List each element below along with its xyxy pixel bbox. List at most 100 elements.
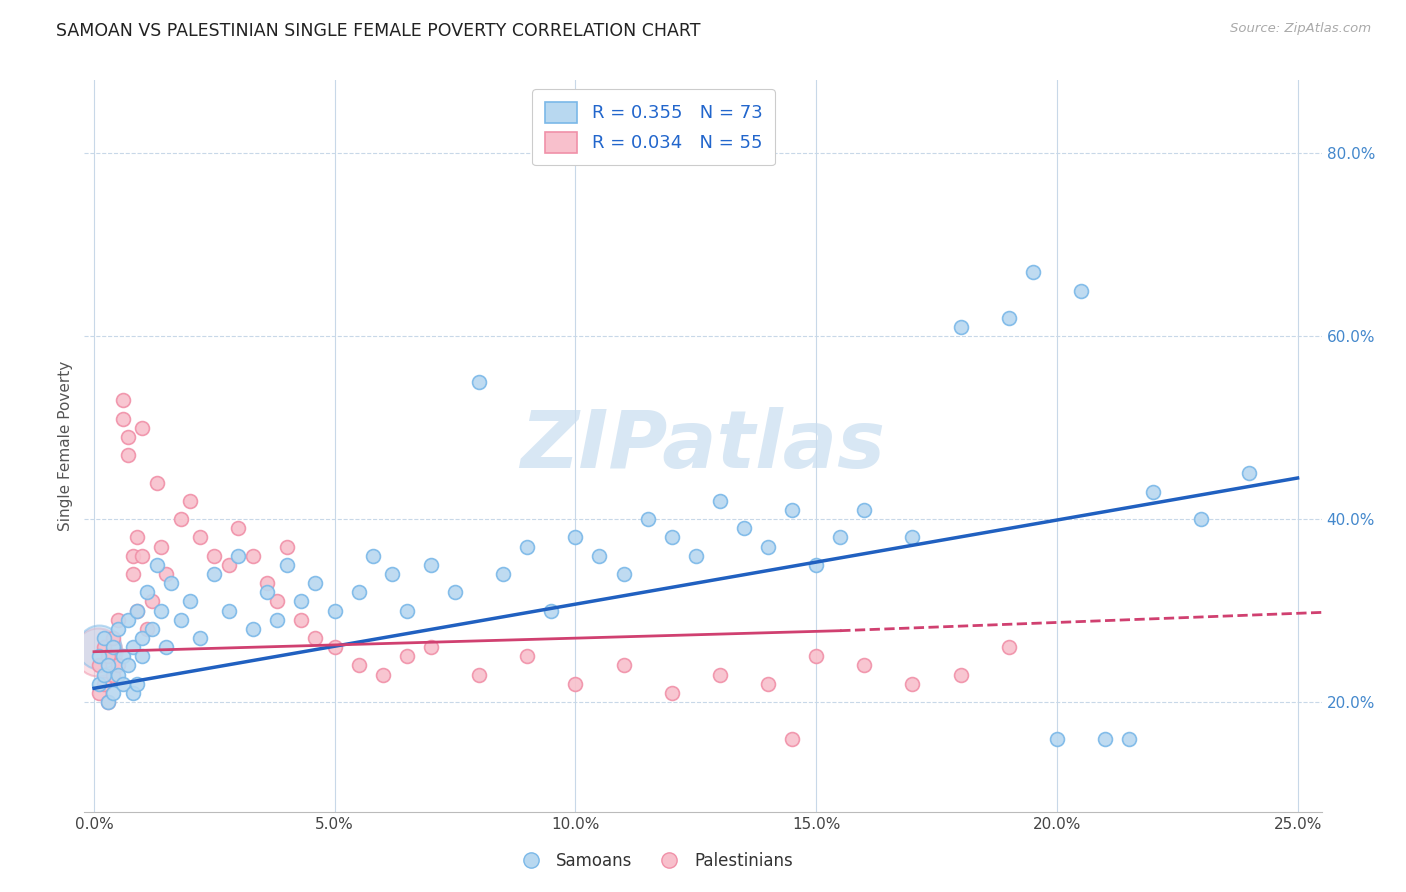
Point bbox=[107, 622, 129, 636]
Point bbox=[709, 667, 731, 681]
Point bbox=[107, 658, 129, 673]
Point bbox=[516, 540, 538, 554]
Point bbox=[492, 567, 515, 582]
Point bbox=[395, 603, 418, 617]
Point bbox=[169, 613, 191, 627]
Point bbox=[256, 576, 278, 591]
Point bbox=[188, 631, 211, 645]
Point bbox=[136, 622, 159, 636]
Point bbox=[87, 686, 110, 700]
Point bbox=[155, 640, 177, 655]
Point bbox=[103, 640, 125, 655]
Point bbox=[107, 667, 129, 681]
Point bbox=[304, 576, 326, 591]
Point bbox=[1094, 731, 1116, 746]
Point bbox=[853, 503, 876, 517]
Point bbox=[111, 393, 134, 408]
Point bbox=[136, 585, 159, 599]
Point bbox=[117, 613, 139, 627]
Point bbox=[131, 421, 153, 435]
Point bbox=[87, 676, 110, 690]
Point bbox=[121, 640, 143, 655]
Point bbox=[780, 503, 803, 517]
Point bbox=[588, 549, 610, 563]
Point bbox=[97, 649, 120, 664]
Point bbox=[276, 558, 298, 572]
Point bbox=[540, 603, 562, 617]
Point bbox=[179, 594, 201, 608]
Point bbox=[276, 540, 298, 554]
Point bbox=[202, 567, 225, 582]
Point bbox=[347, 658, 370, 673]
Point bbox=[381, 567, 404, 582]
Point bbox=[256, 585, 278, 599]
Point bbox=[202, 549, 225, 563]
Point bbox=[127, 676, 149, 690]
Point bbox=[733, 521, 755, 535]
Point bbox=[709, 494, 731, 508]
Point bbox=[127, 603, 149, 617]
Point bbox=[150, 540, 173, 554]
Point bbox=[290, 594, 312, 608]
Point bbox=[160, 576, 183, 591]
Point bbox=[780, 731, 803, 746]
Point bbox=[613, 567, 636, 582]
Point bbox=[242, 622, 264, 636]
Point bbox=[87, 640, 110, 655]
Point bbox=[685, 549, 707, 563]
Point bbox=[323, 603, 346, 617]
Point bbox=[804, 649, 827, 664]
Point bbox=[1142, 484, 1164, 499]
Point bbox=[361, 549, 384, 563]
Point bbox=[468, 667, 491, 681]
Point bbox=[93, 676, 115, 690]
Point bbox=[218, 558, 240, 572]
Point bbox=[290, 613, 312, 627]
Point bbox=[155, 567, 177, 582]
Y-axis label: Single Female Poverty: Single Female Poverty bbox=[58, 361, 73, 531]
Point bbox=[347, 585, 370, 599]
Point bbox=[93, 640, 115, 655]
Point bbox=[228, 521, 250, 535]
Point bbox=[853, 658, 876, 673]
Point bbox=[266, 613, 288, 627]
Point bbox=[949, 667, 972, 681]
Point bbox=[87, 649, 110, 664]
Point bbox=[661, 686, 683, 700]
Point bbox=[97, 695, 120, 709]
Point bbox=[93, 631, 115, 645]
Point bbox=[117, 430, 139, 444]
Point bbox=[901, 676, 924, 690]
Point bbox=[131, 631, 153, 645]
Point bbox=[218, 603, 240, 617]
Point bbox=[830, 530, 852, 544]
Point bbox=[150, 603, 173, 617]
Point bbox=[117, 448, 139, 462]
Point bbox=[117, 658, 139, 673]
Point bbox=[901, 530, 924, 544]
Point bbox=[179, 494, 201, 508]
Point bbox=[371, 667, 394, 681]
Legend: Samoans, Palestinians: Samoans, Palestinians bbox=[508, 846, 800, 877]
Point bbox=[420, 640, 443, 655]
Point bbox=[93, 667, 115, 681]
Point bbox=[266, 594, 288, 608]
Point bbox=[131, 549, 153, 563]
Point bbox=[107, 613, 129, 627]
Point bbox=[1189, 512, 1212, 526]
Point bbox=[87, 658, 110, 673]
Point bbox=[127, 530, 149, 544]
Point bbox=[188, 530, 211, 544]
Point bbox=[121, 549, 143, 563]
Point bbox=[1046, 731, 1069, 746]
Point bbox=[121, 567, 143, 582]
Point bbox=[131, 649, 153, 664]
Point bbox=[304, 631, 326, 645]
Point bbox=[228, 549, 250, 563]
Point bbox=[141, 594, 163, 608]
Point bbox=[1118, 731, 1140, 746]
Point bbox=[804, 558, 827, 572]
Point bbox=[997, 640, 1019, 655]
Point bbox=[756, 540, 779, 554]
Point bbox=[141, 622, 163, 636]
